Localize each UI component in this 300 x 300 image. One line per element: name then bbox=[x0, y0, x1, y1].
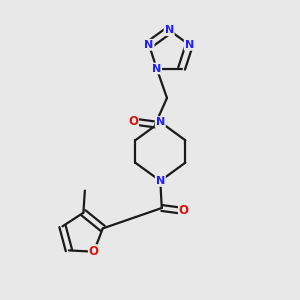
Text: O: O bbox=[179, 204, 189, 218]
Text: N: N bbox=[156, 176, 165, 186]
Text: N: N bbox=[144, 40, 154, 50]
Text: O: O bbox=[89, 245, 99, 258]
Text: N: N bbox=[156, 117, 165, 127]
Text: O: O bbox=[128, 115, 138, 128]
Text: N: N bbox=[185, 40, 194, 50]
Text: N: N bbox=[152, 64, 161, 74]
Text: N: N bbox=[164, 25, 174, 35]
